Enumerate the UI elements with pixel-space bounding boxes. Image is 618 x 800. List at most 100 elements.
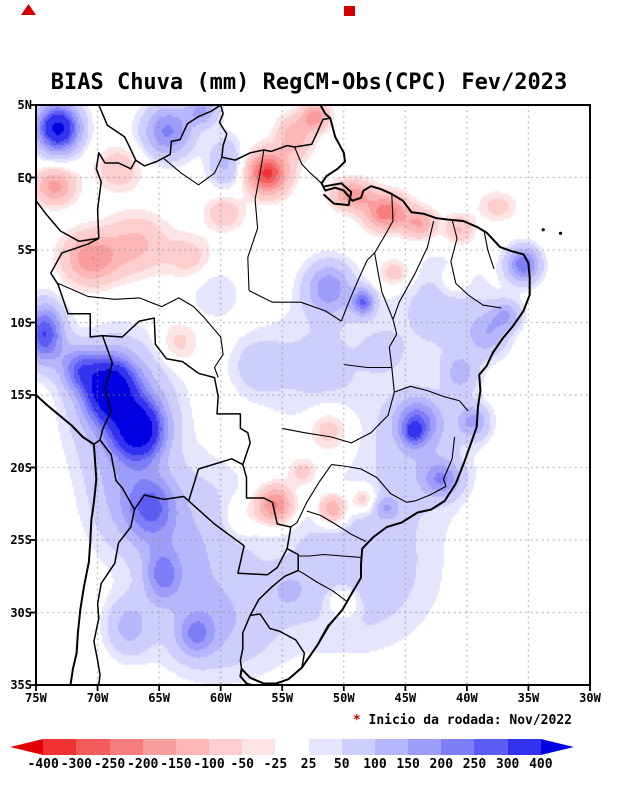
axis-ticks bbox=[30, 104, 591, 691]
colorbar-segment bbox=[175, 739, 210, 755]
country-border bbox=[188, 500, 288, 576]
lat-tick-label: 10S bbox=[10, 315, 32, 330]
colorbar-segment bbox=[374, 739, 409, 755]
state-border bbox=[293, 146, 322, 184]
colorbar-tick-label: -100 bbox=[193, 757, 225, 772]
lon-tick-label: 45W bbox=[394, 691, 417, 705]
longitude-axis-labels: 75W 70W 65W 60W 55W 50W 45W 40W 35W 30W bbox=[0, 691, 618, 707]
colorbar-segment bbox=[109, 739, 143, 755]
state-border bbox=[331, 391, 395, 444]
state-border bbox=[317, 616, 337, 645]
lat-tick-label: 30S bbox=[10, 605, 32, 620]
state-border bbox=[290, 464, 332, 528]
lat-tick-label: 20S bbox=[10, 460, 32, 475]
annotation-text: Inicio da rodada: Nov/2022 bbox=[360, 713, 572, 728]
coastline bbox=[239, 105, 531, 685]
state-border bbox=[392, 220, 435, 320]
state-border bbox=[394, 385, 469, 412]
state-border bbox=[57, 282, 140, 300]
state-border bbox=[139, 297, 222, 338]
lat-tick-label: 5N bbox=[17, 98, 32, 112]
country-border bbox=[249, 548, 299, 616]
state-border bbox=[343, 363, 392, 369]
lat-tick-label: EQ bbox=[17, 170, 32, 185]
lon-tick-label: 55W bbox=[271, 691, 294, 705]
colorbar-segment bbox=[142, 739, 176, 755]
colorbar-tick-label: -50 bbox=[230, 757, 254, 772]
colorbar-segment bbox=[275, 739, 309, 755]
state-border bbox=[450, 219, 458, 284]
run-start-annotation: * Inicio da rodada: Nov/2022 bbox=[353, 713, 572, 728]
map-borders-overlay bbox=[30, 104, 591, 691]
state-border bbox=[297, 570, 347, 602]
country-border bbox=[218, 105, 331, 161]
state-border bbox=[282, 427, 332, 438]
country-border bbox=[133, 494, 190, 510]
colorbar-segment bbox=[507, 739, 541, 755]
colorbar-segment bbox=[43, 739, 77, 755]
map-plot-area bbox=[30, 104, 591, 691]
country-border bbox=[93, 509, 136, 685]
country-border bbox=[95, 152, 137, 239]
country-border bbox=[93, 335, 114, 445]
colorbar-tick-label: 25 bbox=[300, 757, 317, 772]
country-border bbox=[98, 105, 137, 161]
lat-tick-label: 5S bbox=[17, 243, 32, 257]
annotation-asterisk: * bbox=[352, 713, 361, 728]
state-border bbox=[247, 149, 265, 291]
colorbar-segment bbox=[242, 739, 276, 755]
island-dot bbox=[558, 231, 563, 235]
island-dot bbox=[541, 228, 545, 232]
lon-tick-label: 65W bbox=[148, 691, 170, 705]
colorbar-segment bbox=[408, 739, 442, 755]
top-left-red-triangle-mark bbox=[21, 4, 36, 15]
contour-field-canvas bbox=[36, 105, 590, 685]
state-border bbox=[340, 252, 375, 322]
state-border bbox=[374, 194, 394, 254]
island-marajo bbox=[323, 182, 353, 207]
colorbar-tick-label: -200 bbox=[127, 757, 159, 772]
lat-tick-label: 35S bbox=[10, 678, 32, 692]
state-border bbox=[331, 464, 447, 503]
lat-tick-label: 25S bbox=[10, 533, 32, 547]
colorbar-segment bbox=[341, 739, 375, 755]
state-border bbox=[298, 553, 362, 558]
state-border bbox=[388, 319, 398, 393]
lat-tick-label: 15S bbox=[10, 388, 32, 402]
lon-tick-label: 40W bbox=[456, 691, 478, 705]
lon-tick-label: 60W bbox=[209, 691, 232, 705]
colorbar-segment bbox=[209, 739, 243, 755]
colorbar-tick-label: 300 bbox=[495, 757, 520, 772]
country-border bbox=[99, 439, 136, 510]
colorbar bbox=[10, 739, 574, 755]
state-border bbox=[483, 230, 495, 270]
colorbar-tick-label: 100 bbox=[363, 757, 387, 772]
country-border bbox=[36, 200, 99, 243]
country-border bbox=[135, 105, 222, 167]
colorbar-segment bbox=[540, 739, 574, 755]
country-border bbox=[239, 615, 251, 670]
country-border bbox=[242, 464, 292, 549]
lon-tick-label: 35W bbox=[517, 691, 540, 705]
state-border bbox=[306, 510, 367, 542]
colorbar-tick-label: -150 bbox=[160, 757, 192, 772]
lon-tick-label: 50W bbox=[332, 691, 355, 705]
country-border bbox=[50, 237, 103, 338]
lon-tick-label: 70W bbox=[86, 691, 109, 705]
map-outline-group bbox=[36, 105, 563, 685]
colorbar-segment bbox=[76, 739, 110, 755]
colorbar-segment bbox=[308, 739, 342, 755]
lon-tick-label: 30W bbox=[579, 691, 601, 705]
coastline bbox=[36, 394, 98, 685]
country-border bbox=[102, 317, 251, 465]
state-border bbox=[213, 336, 224, 378]
colorbar-tick-labels: -400 -300 -250 -200 -150 -100 -50 -25 25 50 100 150… bbox=[0, 757, 618, 773]
colorbar-tick-label: 200 bbox=[429, 757, 454, 772]
colorbar-segment bbox=[474, 739, 508, 755]
latitude-axis-labels: 5N EQ 5S 10S 15S 20S 25S 30S 35S bbox=[0, 0, 36, 800]
chart-title: BIAS Chuva (mm) RegCM-Obs(CPC) Fev/2023 bbox=[50, 70, 568, 95]
state-border bbox=[374, 252, 394, 320]
country-border bbox=[250, 613, 306, 668]
colorbar-tick-label: 150 bbox=[396, 757, 420, 772]
